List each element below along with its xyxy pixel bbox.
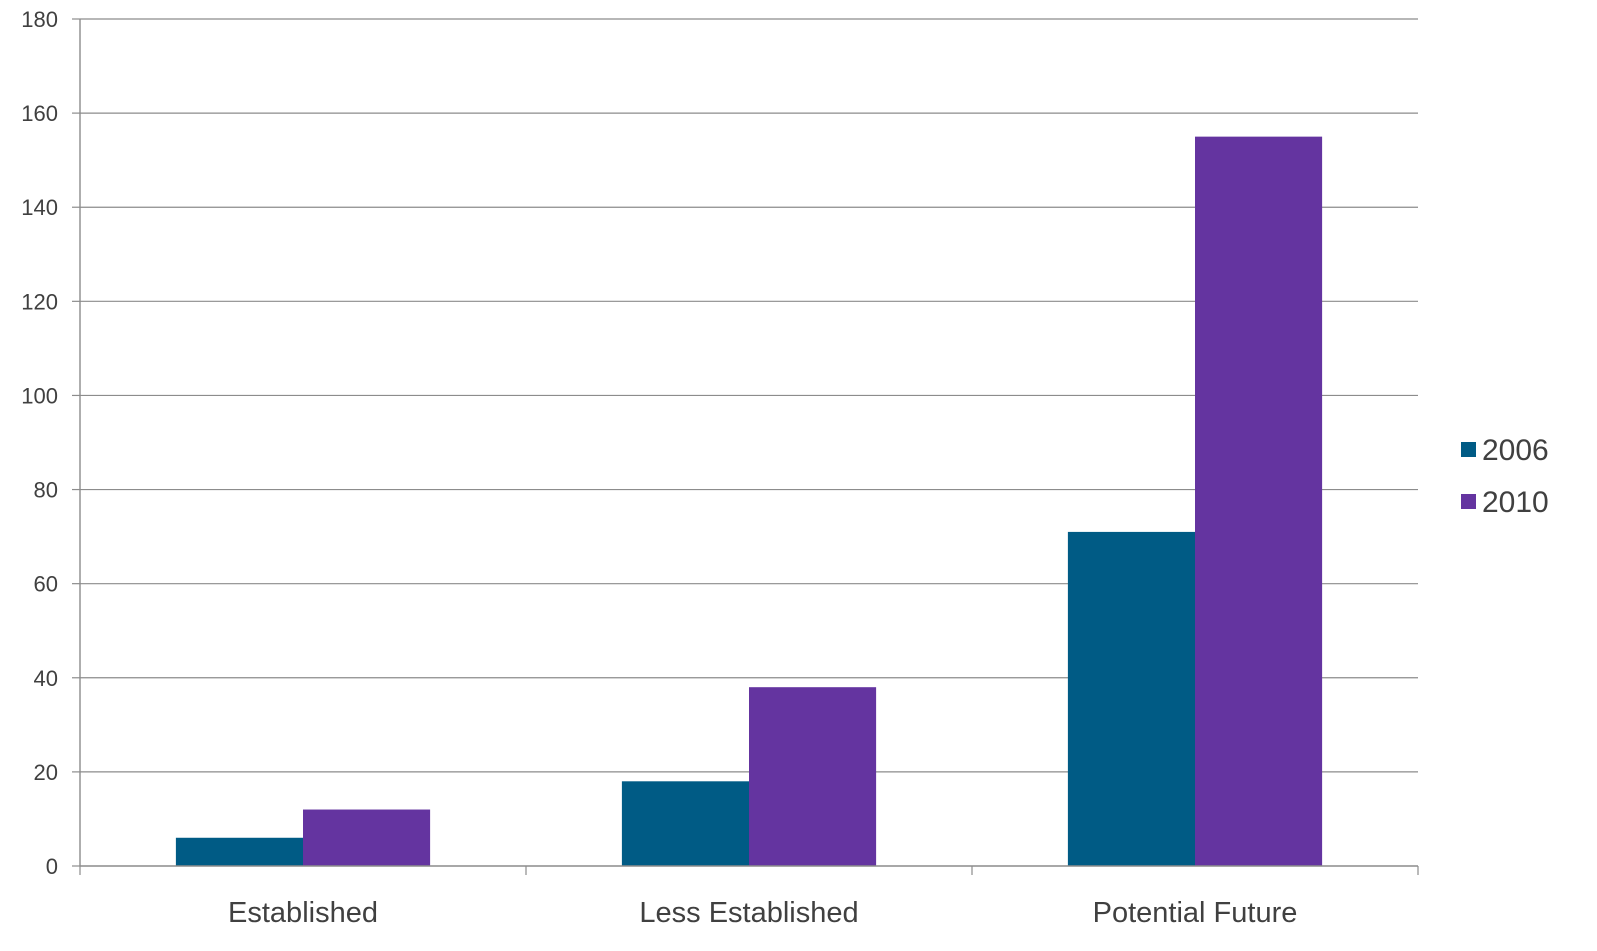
bar-2006-potential-future (1067, 531, 1195, 866)
x-tick-label: Less Established (639, 897, 858, 929)
x-tick-label: Established (228, 897, 378, 929)
y-tick-label: 100 (21, 383, 58, 408)
y-tick-label: 120 (21, 289, 58, 314)
y-axis-tick-labels: 0 20 40 60 80 100 120 140 160 180 (21, 7, 58, 879)
y-tick-label: 140 (21, 195, 58, 220)
gridlines (80, 18, 1418, 773)
bar-2010-established (303, 809, 431, 866)
bar-2006-established (175, 837, 303, 866)
bar-2006-less-established (621, 781, 749, 866)
legend-label-2006: 2006 (1482, 434, 1549, 467)
axes (72, 18, 1419, 875)
y-tick-label: 20 (34, 760, 58, 785)
x-axis-tick-labels: Established Less Established Potential Fut… (228, 897, 1297, 929)
legend-swatch-2010 (1461, 494, 1476, 509)
y-tick-label: 60 (34, 572, 58, 597)
y-tick-label: 80 (34, 478, 58, 503)
y-tick-label: 180 (21, 7, 58, 32)
y-tick-label: 0 (46, 854, 58, 879)
legend-swatch-2006 (1461, 442, 1476, 457)
x-tick-label: Potential Future (1093, 897, 1298, 929)
bars (175, 136, 1323, 866)
bar-2010-less-established (749, 687, 877, 866)
legend: 2006 2010 (1461, 434, 1549, 519)
y-tick-label: 160 (21, 101, 58, 126)
bar-2010-potential-future (1195, 136, 1323, 866)
legend-label-2010: 2010 (1482, 486, 1549, 519)
y-tick-label: 40 (34, 666, 58, 691)
